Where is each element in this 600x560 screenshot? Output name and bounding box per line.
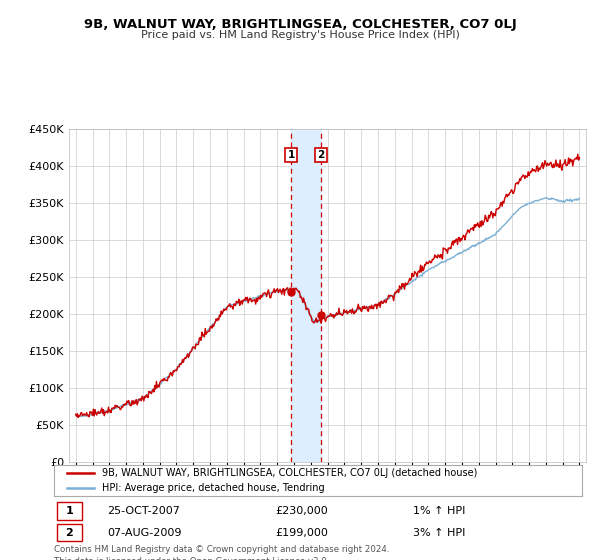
FancyBboxPatch shape bbox=[56, 524, 82, 542]
Text: £230,000: £230,000 bbox=[276, 506, 329, 516]
Text: 1: 1 bbox=[65, 506, 73, 516]
Text: Price paid vs. HM Land Registry's House Price Index (HPI): Price paid vs. HM Land Registry's House … bbox=[140, 30, 460, 40]
Text: 9B, WALNUT WAY, BRIGHTLINGSEA, COLCHESTER, CO7 0LJ (detached house): 9B, WALNUT WAY, BRIGHTLINGSEA, COLCHESTE… bbox=[101, 468, 477, 478]
Bar bbox=[291, 129, 321, 462]
FancyBboxPatch shape bbox=[56, 502, 82, 520]
Text: Contains HM Land Registry data © Crown copyright and database right 2024.
This d: Contains HM Land Registry data © Crown c… bbox=[54, 545, 389, 560]
Text: 07-AUG-2009: 07-AUG-2009 bbox=[107, 528, 181, 538]
Text: 25-OCT-2007: 25-OCT-2007 bbox=[107, 506, 179, 516]
Text: £199,000: £199,000 bbox=[276, 528, 329, 538]
Text: 1: 1 bbox=[287, 150, 295, 160]
Text: 2: 2 bbox=[65, 528, 73, 538]
Text: 1% ↑ HPI: 1% ↑ HPI bbox=[413, 506, 466, 516]
Text: 9B, WALNUT WAY, BRIGHTLINGSEA, COLCHESTER, CO7 0LJ: 9B, WALNUT WAY, BRIGHTLINGSEA, COLCHESTE… bbox=[83, 18, 517, 31]
Text: 2: 2 bbox=[317, 150, 325, 160]
Text: HPI: Average price, detached house, Tendring: HPI: Average price, detached house, Tend… bbox=[101, 483, 324, 493]
Text: 3% ↑ HPI: 3% ↑ HPI bbox=[413, 528, 466, 538]
